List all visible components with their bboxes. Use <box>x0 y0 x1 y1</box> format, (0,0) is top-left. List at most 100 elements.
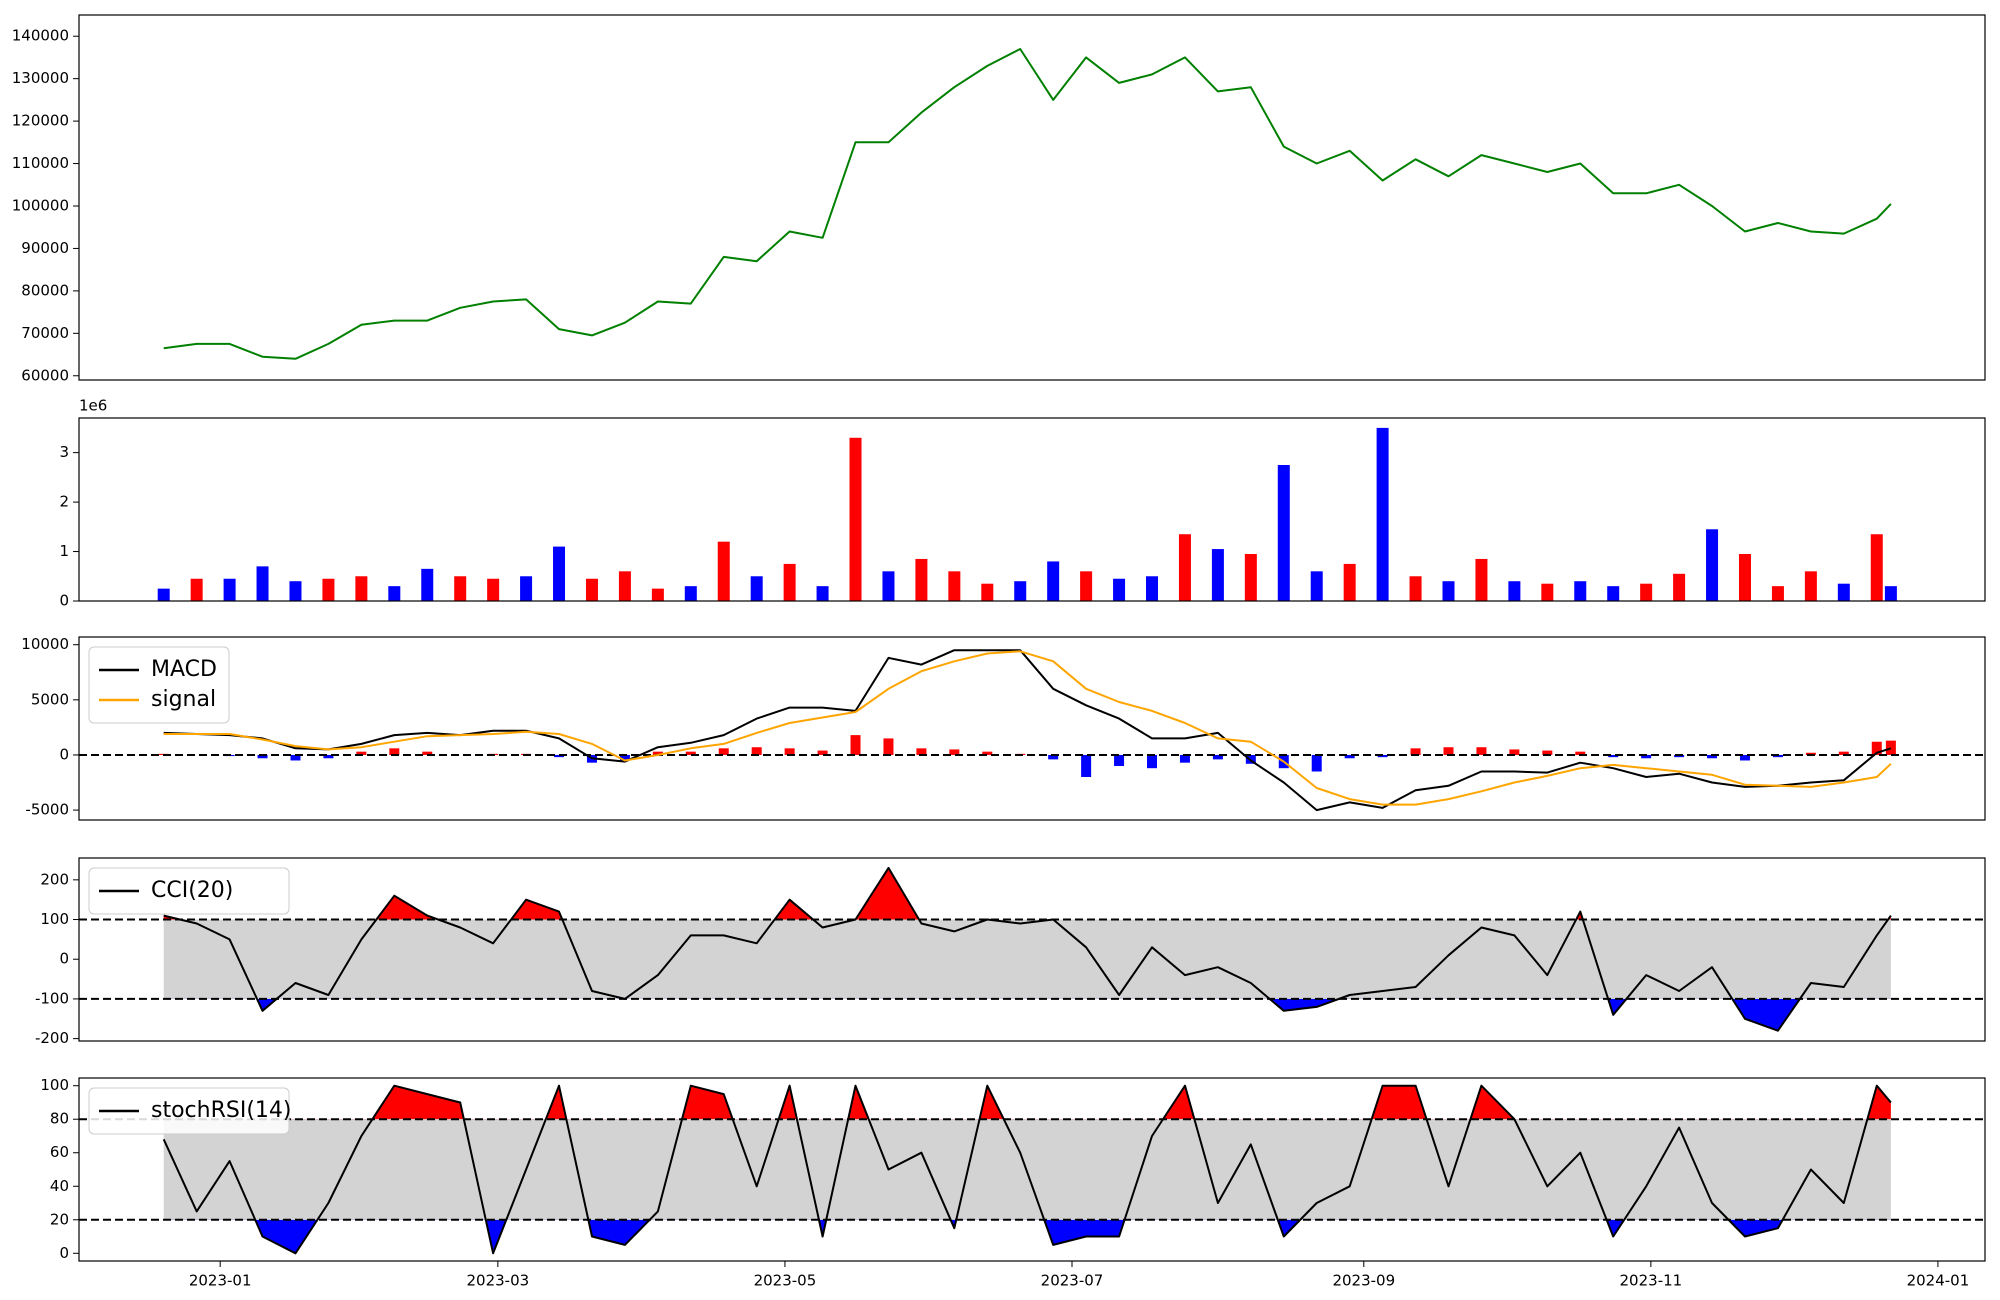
y-tick-label: 0 <box>59 745 69 763</box>
legend: stochRSI(14) <box>88 1087 292 1135</box>
legend-label: CCI(20) <box>151 878 233 903</box>
histogram-bar <box>784 748 795 755</box>
histogram-bar <box>290 754 301 761</box>
histogram-bar <box>1114 754 1125 766</box>
legend-box <box>88 867 290 915</box>
volume-bar <box>1409 576 1422 601</box>
x-tick-label: 2023-01 <box>189 1272 252 1290</box>
volume-bar <box>1870 534 1883 601</box>
histogram-bar <box>1311 754 1322 772</box>
histogram-bar <box>982 751 993 755</box>
volume-bar <box>684 586 697 601</box>
x-tick-label: 2023-11 <box>1620 1272 1683 1290</box>
legend: MACD signal <box>88 646 230 724</box>
histogram-bar <box>356 751 367 755</box>
histogram-bar <box>652 751 663 755</box>
y-tick-label: 80 <box>50 1110 69 1128</box>
histogram-bar <box>1147 754 1158 769</box>
volume-bar <box>157 588 170 601</box>
histogram-bar <box>850 735 861 755</box>
volume-bar <box>1178 534 1191 601</box>
panel-frame <box>78 636 1986 821</box>
volume-bar <box>256 566 269 601</box>
y-tick-label: 100000 <box>12 196 69 214</box>
histogram-bar <box>949 749 960 755</box>
histogram-bar <box>1838 751 1849 755</box>
histogram-bar <box>257 754 268 759</box>
line <box>163 650 1892 806</box>
volume-bar <box>553 546 566 601</box>
y-tick-label: 120000 <box>12 112 69 130</box>
y-tick-label: 60000 <box>21 366 69 384</box>
histogram-bar <box>916 748 927 755</box>
histogram-bar <box>1885 740 1896 755</box>
y-tick-label: -100 <box>35 989 69 1007</box>
histogram-bar <box>1179 754 1190 763</box>
histogram-bar <box>1641 754 1652 759</box>
volume-bar <box>1884 586 1897 601</box>
y-tick-label: 110000 <box>12 154 69 172</box>
y-tick-label: 0 <box>59 592 69 610</box>
histogram-bar <box>1443 747 1454 755</box>
histogram-bar <box>1377 754 1388 758</box>
volume-bar <box>355 576 368 601</box>
y-tick-label: 0 <box>59 950 69 968</box>
volume-bar <box>1640 583 1653 601</box>
volume-bar <box>1442 581 1455 601</box>
volume-bar <box>223 578 236 601</box>
volume-bar <box>388 586 401 601</box>
y-tick-label: -5000 <box>25 801 69 819</box>
volume-bar <box>948 571 961 601</box>
volume-bar <box>849 437 862 601</box>
line <box>163 48 1892 360</box>
volume-bar <box>915 558 928 601</box>
histogram-bar <box>1805 752 1816 755</box>
histogram-bar <box>1542 750 1553 755</box>
x-tick-label: 2024-01 <box>1907 1272 1970 1290</box>
y-tick-label: 90000 <box>21 239 69 257</box>
volume-bar <box>1277 464 1290 601</box>
x-tick-label: 2023-07 <box>1041 1272 1104 1290</box>
line <box>162 1084 1892 1255</box>
y-tick-label: 100 <box>40 1076 69 1094</box>
panel-frame <box>78 417 1986 602</box>
histogram-bar <box>1674 754 1685 758</box>
offset-label: 1e6 <box>79 397 107 415</box>
y-tick-label: 100 <box>40 910 69 928</box>
histogram-bar <box>1739 754 1750 761</box>
y-tick-label: 10000 <box>21 635 69 653</box>
histogram-bar <box>323 754 334 759</box>
y-tick-label: 0 <box>59 1244 69 1262</box>
volume-bar <box>1706 529 1719 601</box>
y-tick-label: 3 <box>59 443 69 461</box>
volume-bar <box>1343 563 1356 601</box>
x-tick-label: 2023-03 <box>467 1272 530 1290</box>
volume-bar <box>1014 581 1027 601</box>
y-tick-label: 200 <box>40 870 69 888</box>
y-tick-label: 40 <box>50 1177 69 1195</box>
volume-bar <box>651 588 664 601</box>
volume-bar <box>520 576 533 601</box>
volume-bar <box>1475 558 1488 601</box>
histogram-bar <box>554 754 565 758</box>
histogram-bar <box>619 754 630 761</box>
volume-bar <box>618 571 631 601</box>
volume-bar <box>1047 561 1060 601</box>
volume-bar <box>1211 549 1224 601</box>
y-tick-label: 1 <box>59 542 69 560</box>
x-tick-label: 2023-05 <box>754 1272 817 1290</box>
histogram-bar <box>751 747 762 755</box>
volume-bar <box>487 578 500 601</box>
line <box>163 866 1892 1032</box>
volume-bar <box>783 563 796 601</box>
y-tick-label: -200 <box>35 1029 69 1047</box>
y-tick-label: 80000 <box>21 281 69 299</box>
panel-frame <box>78 1077 1986 1262</box>
volume-bar <box>1837 583 1850 601</box>
histogram-bar <box>1081 754 1092 778</box>
volume-bar <box>421 568 434 601</box>
volume-bar <box>1738 554 1751 601</box>
volume-bar <box>1376 427 1389 601</box>
legend-label: signal <box>151 687 216 712</box>
volume-bar <box>190 578 203 601</box>
